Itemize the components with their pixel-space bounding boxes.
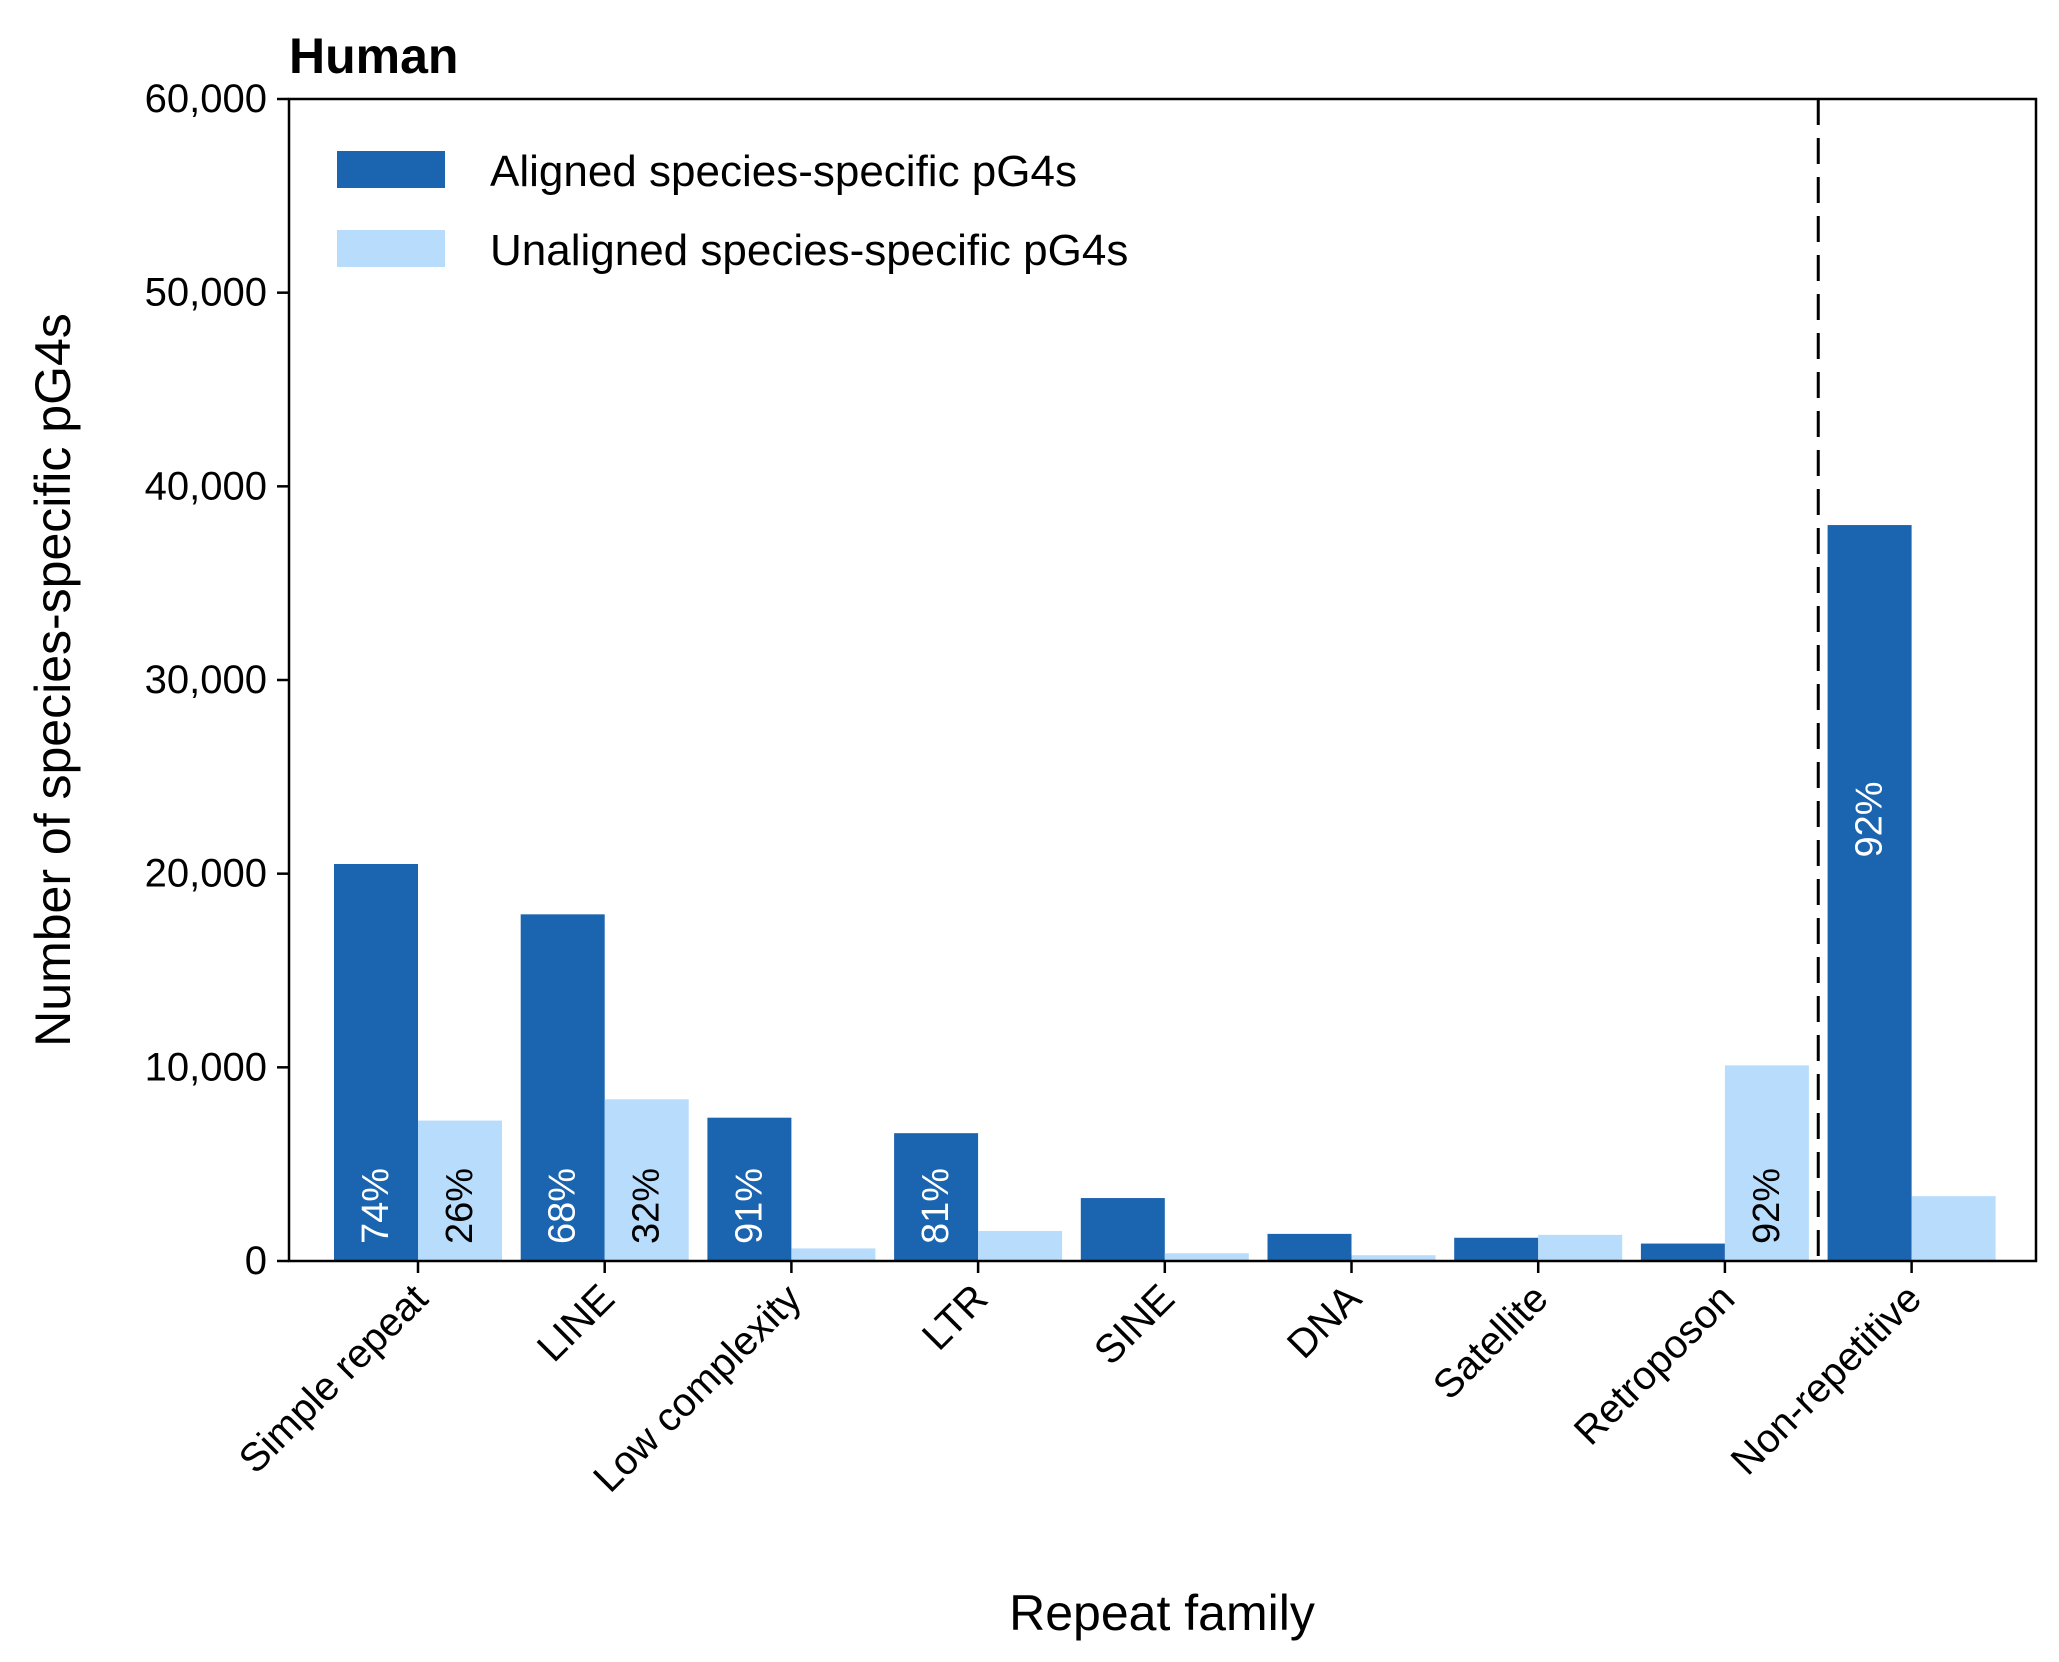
legend-swatch-aligned [337,151,445,188]
y-tick-label-6: 60,000 [145,77,267,121]
bar-unaligned-0 [418,1120,502,1261]
bar-label-unaligned-1: 32% [626,1168,668,1244]
x-tick-label-5: DNA [1279,1276,1370,1367]
chart-title: Human [289,28,458,84]
x-tick-label-8: Non-repetitive [1723,1276,1930,1483]
bar-aligned-1 [520,914,605,1261]
bar-unaligned-2 [791,1248,876,1261]
y-tick-label-5: 50,000 [145,271,267,315]
bar-aligned-5 [1267,1233,1352,1261]
bar-label-aligned-3: 81% [915,1168,957,1244]
legend-label-unaligned: Unaligned species-specific pG4s [490,226,1128,275]
bar-unaligned-8 [1911,1196,1996,1261]
legend: Aligned species-specific pG4s Unaligned … [337,147,1128,275]
legend-label-aligned: Aligned species-specific pG4s [490,147,1077,196]
x-tick-label-3: LTR [914,1276,996,1358]
y-tick-label-4: 40,000 [145,464,267,508]
bar-aligned-2 [707,1117,792,1261]
y-tick-label-0: 0 [245,1239,267,1283]
bar-aligned-3 [894,1133,979,1261]
bar-unaligned-1 [604,1099,689,1261]
x-tick-label-1: LINE [529,1276,623,1370]
y-tick-label-1: 10,000 [145,1045,267,1089]
x-tick-label-7: Retroposon [1566,1276,1743,1453]
bars-group [334,525,1996,1261]
y-tick-label-2: 20,000 [145,852,267,896]
bar-label-unaligned-0: 26% [439,1168,481,1244]
x-tick-label-4: SINE [1086,1276,1183,1373]
bar-label-aligned-2: 91% [728,1168,770,1244]
bar-unaligned-7 [1724,1065,1809,1261]
bar-aligned-7 [1640,1243,1725,1261]
y-axis: 0 10,000 20,000 30,000 40,000 50,000 60,000 [145,77,289,1283]
x-tick-label-6: Satellite [1425,1276,1557,1408]
bar-unaligned-5 [1351,1255,1436,1261]
bar-aligned-8 [1827,525,1912,1261]
bar-label-unaligned-7: 92% [1746,1168,1788,1244]
y-axis-title: Number of species-specific pG4s [25,313,81,1047]
x-tick-label-0: Simple repeat [231,1276,437,1482]
legend-swatch-unaligned [337,230,445,267]
bar-label-aligned-8: 92% [1849,781,1891,857]
bar-unaligned-3 [978,1230,1063,1261]
bar-aligned-4 [1080,1198,1165,1261]
bar-unaligned-6 [1538,1234,1623,1261]
bar-aligned-0 [334,863,418,1261]
bar-aligned-6 [1454,1237,1539,1261]
bar-label-aligned-1: 68% [542,1168,584,1244]
bar-label-aligned-0: 74% [355,1168,397,1244]
x-axis-title: Repeat family [1009,1585,1315,1641]
y-tick-label-3: 30,000 [145,658,267,702]
bar-unaligned-4 [1164,1253,1249,1261]
bar-labels-group: 74% 26% 68% 32% 91% 81% 92% 92% [355,781,1891,1244]
